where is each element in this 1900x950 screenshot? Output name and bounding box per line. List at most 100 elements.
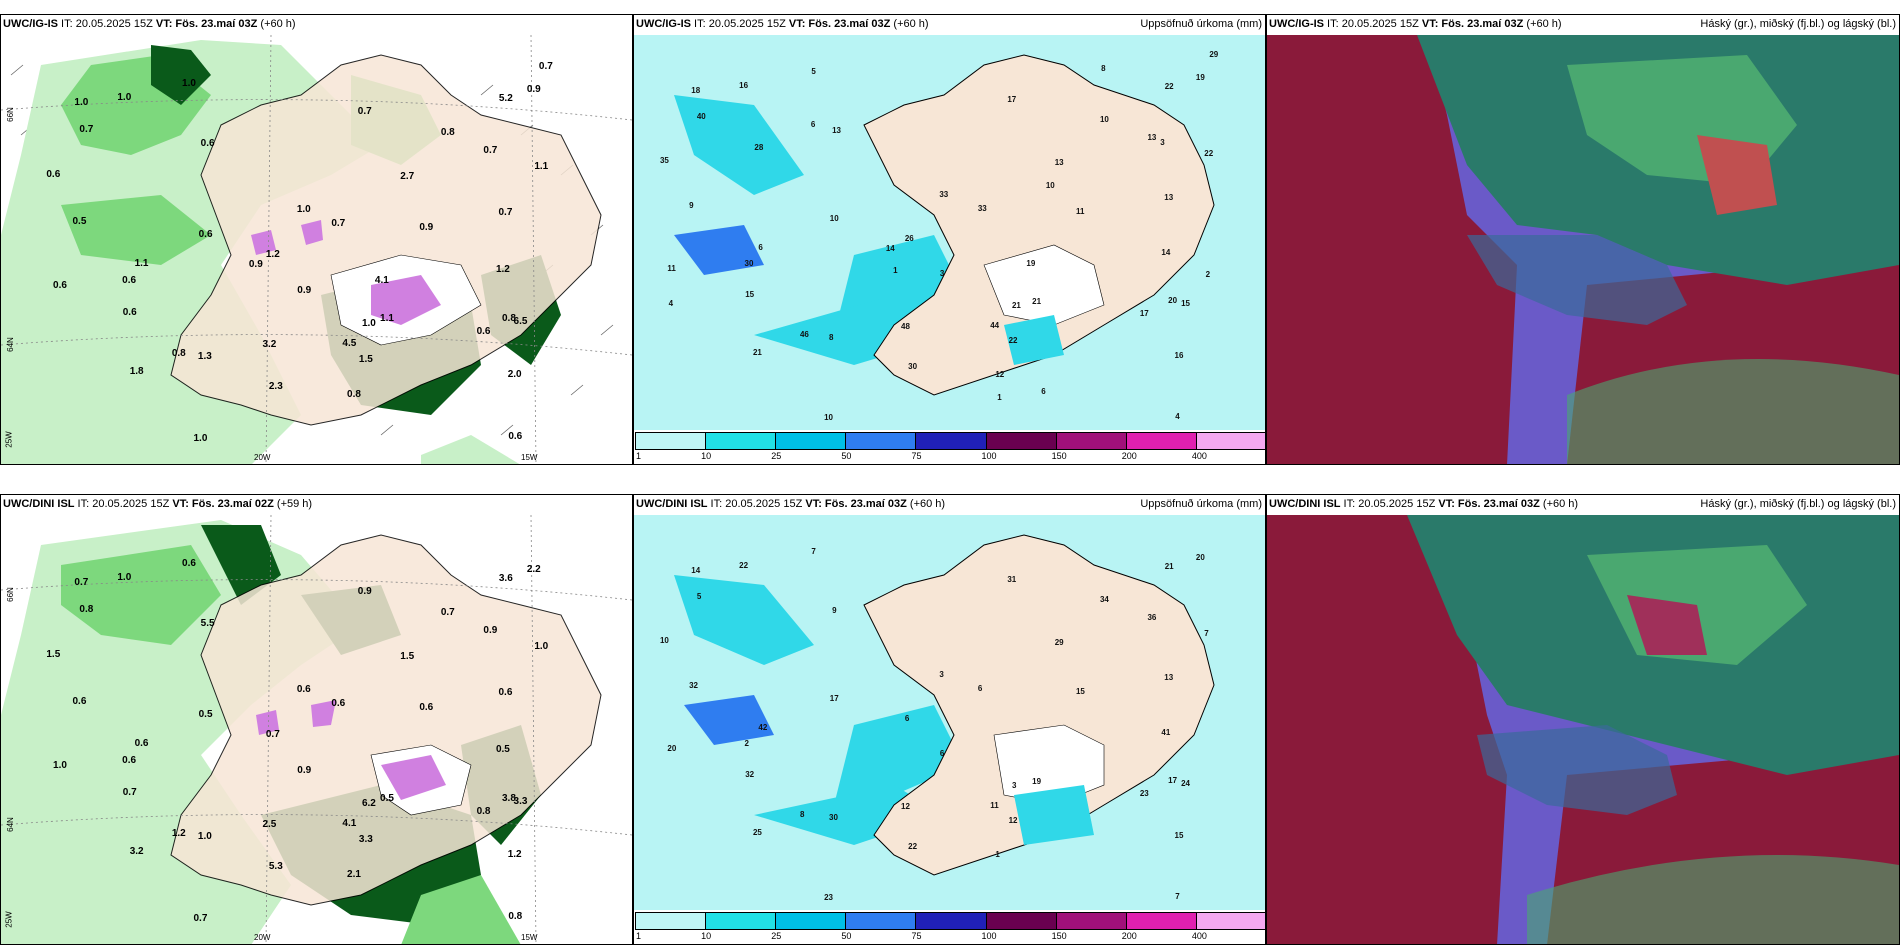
value-label: 21 [1032, 296, 1042, 306]
value-label: 0.6 [53, 279, 67, 291]
value-label: 7 [811, 547, 816, 557]
panel-dini-precip: UWC/DINI ISL IT: 20.05.2025 15Z VT: Fös.… [0, 494, 633, 945]
legend-swatch [1195, 432, 1265, 450]
value-label: 0.7 [538, 60, 553, 72]
value-label: 0.7 [440, 606, 455, 618]
legend-tick: 1 [636, 451, 642, 461]
value-label: 6 [810, 119, 816, 129]
value-label: 19 [1026, 259, 1036, 269]
value-label: 1.3 [197, 350, 212, 362]
value-label: 3.3 [513, 795, 528, 807]
value-label: 0.6 [476, 325, 491, 337]
lat-label-64: 64N [5, 337, 15, 352]
value-label: 6 [904, 714, 910, 724]
value-label: 36 [1147, 613, 1157, 623]
value-label: 4.1 [374, 275, 389, 287]
value-label: 8 [1101, 63, 1106, 73]
lon-label-15: 15W [521, 933, 538, 942]
value-label: 17 [829, 694, 839, 704]
legend-swatch [845, 432, 917, 450]
value-label: 18 [691, 85, 701, 95]
legend-tick: 100 [981, 451, 997, 461]
cloud-map [1267, 35, 1899, 464]
value-label: 9 [832, 605, 837, 615]
value-label: 11 [667, 264, 676, 274]
value-label: 17 [1007, 94, 1017, 104]
value-label: 31 [1007, 574, 1017, 584]
value-label: 0.8 [440, 126, 455, 138]
value-label: 30 [908, 362, 918, 372]
precip-map [1, 515, 632, 944]
legend-swatch [915, 912, 987, 930]
value-label: 22 [1008, 336, 1018, 346]
value-label: 3 [1160, 138, 1165, 148]
value-label: 23 [1139, 788, 1149, 798]
value-label: 26 [904, 234, 914, 244]
value-label: 48 [901, 321, 910, 331]
value-label: 0.7 [483, 145, 498, 157]
value-label: 1.0 [117, 91, 132, 103]
value-label: 0.9 [297, 765, 312, 777]
value-label: 41 [1161, 728, 1171, 738]
value-label: 17 [1139, 308, 1149, 318]
lat-label-66: 66N [5, 587, 15, 602]
panel-title: UWC/DINI ISL IT: 20.05.2025 15Z VT: Fös.… [636, 498, 946, 510]
value-label: 0.7 [357, 106, 372, 118]
value-label: 0.6 [122, 754, 137, 766]
value-label: 0.6 [508, 431, 523, 443]
value-label: 3.6 [498, 572, 513, 584]
panel-igis-accum: UWC/IG-IS IT: 20.05.2025 15Z VT: Fös. 23… [633, 14, 1266, 465]
iceland-land [170, 54, 602, 426]
value-label: 1.2 [265, 249, 280, 261]
value-label: 15 [1181, 298, 1190, 308]
value-label: 0.8 [508, 911, 523, 923]
value-label: 0.6 [122, 274, 137, 286]
value-label: 0.9 [297, 285, 312, 297]
legend-swatch [1055, 912, 1127, 930]
value-label: 21 [752, 348, 762, 358]
value-label: 0.6 [46, 168, 61, 180]
value-label: 5.5 [200, 617, 215, 629]
value-label: 1.0 [197, 830, 212, 842]
value-label: 14 [1161, 248, 1171, 258]
value-label: 15 [745, 290, 755, 300]
lon-label-25: 25W [4, 911, 14, 928]
value-label: 1.8 [129, 366, 144, 378]
legend-tick: 75 [911, 451, 922, 461]
value-label: 8 [799, 810, 805, 820]
value-label: 3.2 [129, 846, 144, 858]
value-label: 1.0 [296, 204, 311, 216]
value-label: 1.2 [171, 828, 186, 840]
value-label: 2 [1205, 269, 1211, 279]
value-label: 1.0 [534, 641, 549, 653]
value-label: 0.8 [79, 603, 94, 615]
value-label: 7 [1175, 891, 1180, 901]
value-label: 44 [990, 320, 1000, 330]
cloud-map [1267, 515, 1899, 944]
value-label: 13 [1147, 133, 1157, 143]
value-label: 35 [659, 155, 669, 165]
value-label: 3 [939, 269, 945, 279]
value-label: 0.7 [265, 729, 280, 741]
legend-swatch [775, 912, 847, 930]
value-label: 6.5 [513, 315, 528, 327]
legend-tick: 10 [701, 451, 712, 461]
legend-tick: 25 [771, 451, 782, 461]
value-label: 6 [758, 242, 763, 252]
value-label: 0.9 [248, 259, 263, 271]
value-label: 5 [696, 591, 702, 601]
value-label: 4 [668, 299, 674, 309]
value-label: 0.6 [498, 687, 513, 699]
value-label: 20 [1195, 552, 1205, 562]
value-label: 28 [754, 142, 764, 152]
value-label: 13 [832, 125, 841, 135]
value-label: 1.1 [534, 161, 549, 173]
value-label: 1 [995, 850, 1000, 860]
value-label: 15 [1174, 830, 1184, 840]
value-label: 11 [990, 800, 999, 810]
value-label: 1.5 [46, 648, 61, 660]
value-label: 17 [1168, 776, 1178, 786]
value-label: 10 [829, 214, 839, 224]
value-label: 1.2 [495, 263, 510, 275]
value-label: 20 [1168, 296, 1178, 306]
